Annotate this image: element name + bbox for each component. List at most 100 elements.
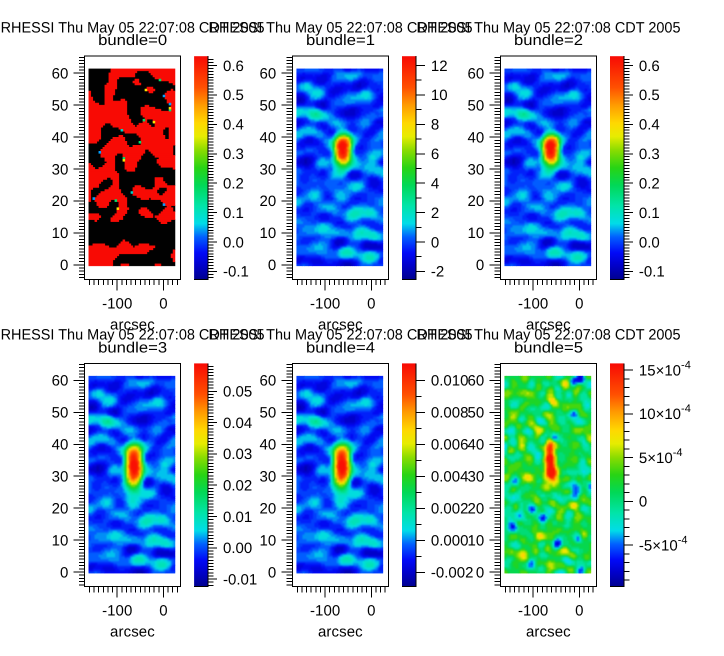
svg-text:0: 0 <box>476 564 484 581</box>
svg-text:-0.1: -0.1 <box>223 264 249 281</box>
svg-text:40: 40 <box>260 437 277 454</box>
svg-text:0: 0 <box>639 494 647 511</box>
svg-text:0.0: 0.0 <box>223 234 244 251</box>
svg-text:50: 50 <box>260 405 277 422</box>
svg-text:30: 30 <box>468 161 485 178</box>
svg-text:30: 30 <box>52 161 69 178</box>
svg-text:arcsec: arcsec <box>110 624 155 641</box>
svg-text:0: 0 <box>159 603 167 620</box>
svg-text:0.000: 0.000 <box>431 533 469 550</box>
svg-text:10: 10 <box>468 532 485 549</box>
svg-text:0.006: 0.006 <box>431 437 469 454</box>
svg-text:20: 20 <box>468 500 485 517</box>
svg-text:0.02: 0.02 <box>223 478 252 495</box>
svg-text:bundle=1: bundle=1 <box>306 32 375 49</box>
svg-text:-0.002: -0.002 <box>431 565 474 582</box>
svg-text:10×10-4: 10×10-4 <box>639 403 691 423</box>
svg-text:0.1: 0.1 <box>223 205 244 222</box>
svg-text:RHESSI Thu May 05 22:07:08 CDT: RHESSI Thu May 05 22:07:08 CDT 2005 <box>417 19 681 36</box>
svg-text:0: 0 <box>575 295 583 312</box>
svg-text:0.3: 0.3 <box>223 146 244 163</box>
svg-text:bundle=0: bundle=0 <box>98 32 167 49</box>
svg-text:40: 40 <box>468 437 485 454</box>
svg-text:arcsec: arcsec <box>526 316 571 333</box>
svg-text:0: 0 <box>367 603 375 620</box>
svg-text:10: 10 <box>52 532 69 549</box>
svg-text:60: 60 <box>52 373 69 390</box>
svg-text:0: 0 <box>268 257 276 274</box>
svg-text:20: 20 <box>52 500 69 517</box>
svg-text:0: 0 <box>60 564 68 581</box>
svg-text:0.2: 0.2 <box>223 176 244 193</box>
svg-text:0.00: 0.00 <box>223 540 252 557</box>
svg-text:-0.01: -0.01 <box>223 571 257 588</box>
svg-text:-100: -100 <box>102 603 132 620</box>
svg-text:0.2: 0.2 <box>639 176 660 193</box>
svg-text:0.002: 0.002 <box>431 501 469 518</box>
svg-text:10: 10 <box>260 532 277 549</box>
svg-text:40: 40 <box>468 129 485 146</box>
svg-text:10: 10 <box>260 225 277 242</box>
svg-text:12: 12 <box>431 58 448 75</box>
svg-text:50: 50 <box>468 98 485 115</box>
svg-text:-5×10-4: -5×10-4 <box>639 534 688 554</box>
svg-text:2: 2 <box>431 205 439 222</box>
svg-text:0.6: 0.6 <box>639 58 660 75</box>
svg-text:0.5: 0.5 <box>223 87 244 104</box>
svg-text:50: 50 <box>52 405 69 422</box>
svg-text:60: 60 <box>468 66 485 83</box>
svg-text:0: 0 <box>367 295 375 312</box>
svg-text:60: 60 <box>52 66 69 83</box>
svg-text:0.010: 0.010 <box>431 373 469 390</box>
svg-text:0.008: 0.008 <box>431 405 469 422</box>
svg-text:0.03: 0.03 <box>223 446 252 463</box>
svg-text:0.5: 0.5 <box>639 87 660 104</box>
svg-text:20: 20 <box>260 500 277 517</box>
svg-text:-100: -100 <box>102 295 132 312</box>
svg-text:bundle=5: bundle=5 <box>514 339 583 356</box>
svg-text:6: 6 <box>431 146 439 163</box>
svg-text:60: 60 <box>468 373 485 390</box>
svg-text:-100: -100 <box>310 295 340 312</box>
svg-text:30: 30 <box>52 469 69 486</box>
svg-text:arcsec: arcsec <box>110 316 155 333</box>
svg-text:RHESSI Thu May 05 22:07:08 CDT: RHESSI Thu May 05 22:07:08 CDT 2005 <box>1 327 265 344</box>
svg-text:arcsec: arcsec <box>526 624 571 641</box>
svg-text:-100: -100 <box>310 603 340 620</box>
svg-text:50: 50 <box>468 405 485 422</box>
svg-text:10: 10 <box>52 225 69 242</box>
svg-text:10: 10 <box>468 225 485 242</box>
svg-text:30: 30 <box>260 161 277 178</box>
svg-text:-100: -100 <box>518 295 548 312</box>
svg-text:40: 40 <box>260 129 277 146</box>
svg-text:RHESSI Thu May 05 22:07:08 CDT: RHESSI Thu May 05 22:07:08 CDT 2005 <box>209 327 473 344</box>
svg-text:RHESSI Thu May 05 22:07:08 CDT: RHESSI Thu May 05 22:07:08 CDT 2005 <box>1 19 265 36</box>
svg-text:60: 60 <box>260 373 277 390</box>
svg-text:8: 8 <box>431 117 439 134</box>
svg-text:RHESSI Thu May 05 22:07:08 CDT: RHESSI Thu May 05 22:07:08 CDT 2005 <box>209 19 473 36</box>
svg-text:0.4: 0.4 <box>639 117 660 134</box>
svg-text:-0.1: -0.1 <box>639 264 665 281</box>
svg-text:50: 50 <box>260 98 277 115</box>
svg-text:0.6: 0.6 <box>223 58 244 75</box>
svg-text:arcsec: arcsec <box>318 316 363 333</box>
svg-text:bundle=2: bundle=2 <box>514 32 583 49</box>
svg-text:30: 30 <box>468 469 485 486</box>
svg-text:0.05: 0.05 <box>223 384 252 401</box>
svg-text:20: 20 <box>260 193 277 210</box>
svg-text:10: 10 <box>431 87 448 104</box>
svg-text:-2: -2 <box>431 264 444 281</box>
svg-text:0: 0 <box>476 257 484 274</box>
svg-text:0: 0 <box>575 603 583 620</box>
svg-text:RHESSI Thu May 05 22:07:08 CDT: RHESSI Thu May 05 22:07:08 CDT 2005 <box>417 327 681 344</box>
svg-text:30: 30 <box>260 469 277 486</box>
svg-text:0.0: 0.0 <box>639 234 660 251</box>
svg-text:0: 0 <box>268 564 276 581</box>
svg-text:0.3: 0.3 <box>639 146 660 163</box>
svg-text:0.004: 0.004 <box>431 469 469 486</box>
svg-text:15×10-4: 15×10-4 <box>639 359 691 379</box>
svg-text:20: 20 <box>468 193 485 210</box>
svg-text:bundle=3: bundle=3 <box>98 339 167 356</box>
svg-text:0: 0 <box>159 295 167 312</box>
svg-text:0.04: 0.04 <box>223 415 252 432</box>
